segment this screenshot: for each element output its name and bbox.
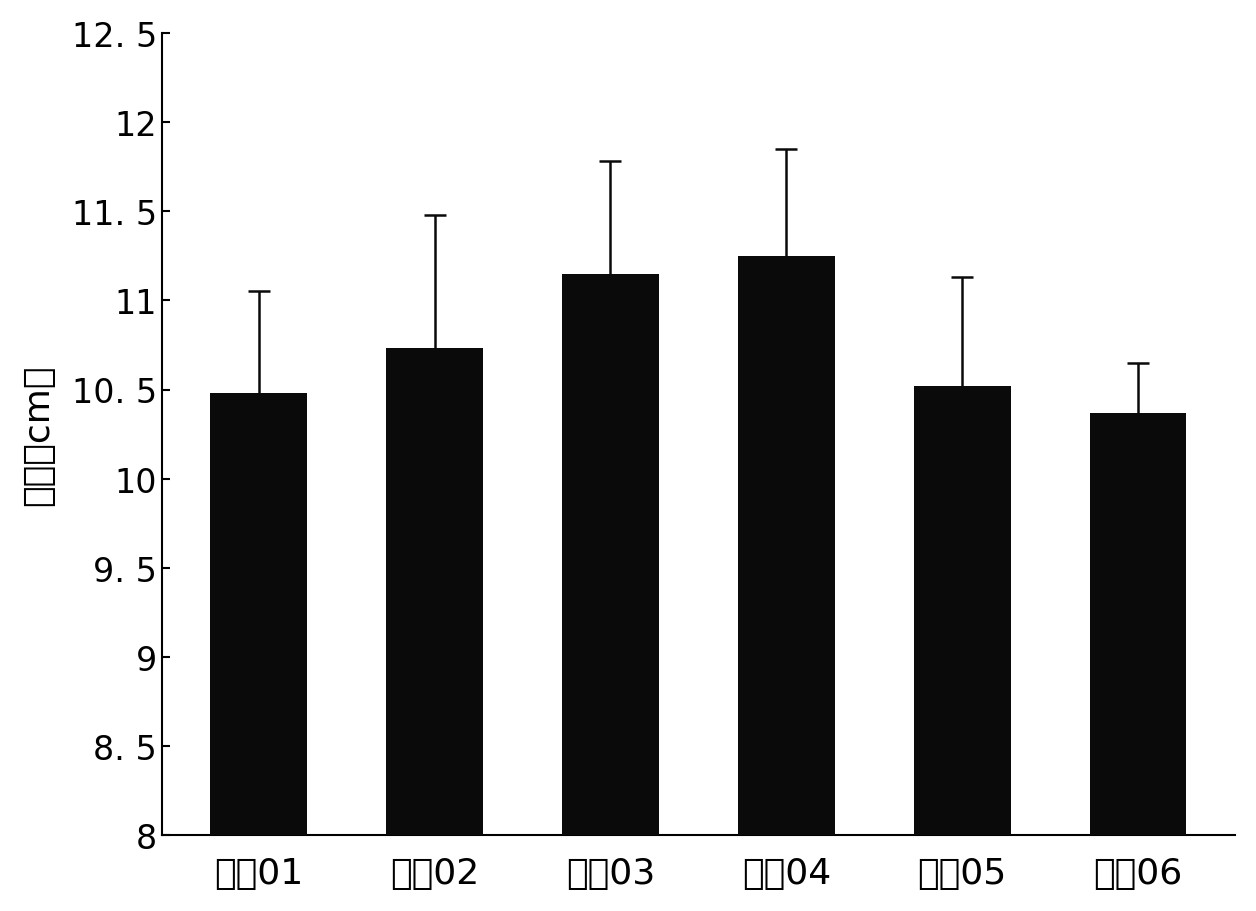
Y-axis label: 株高（cm）: 株高（cm） [21, 363, 55, 506]
Bar [563, 274, 659, 835]
Bar [1090, 414, 1187, 835]
Bar [739, 257, 835, 835]
Bar [387, 349, 484, 835]
Bar [211, 394, 308, 835]
Bar [914, 386, 1011, 835]
